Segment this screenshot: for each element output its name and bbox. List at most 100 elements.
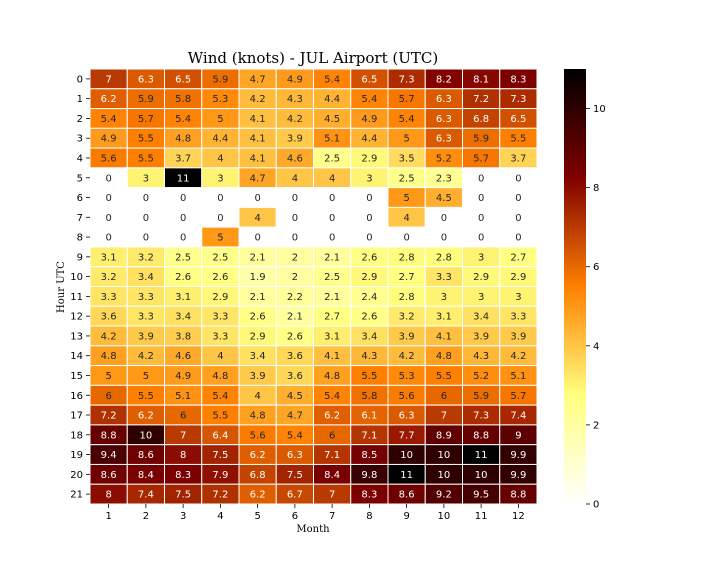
cell-value-label: 3 [515, 292, 521, 303]
cell-value-label: 0 [105, 213, 111, 224]
cell-value-label: 0 [515, 213, 521, 224]
cell-value-label: 4.1 [250, 134, 266, 145]
cell-value-label: 3.2 [399, 312, 415, 323]
cell-value-label: 3.4 [250, 351, 266, 362]
cell-value-label: 3.4 [138, 272, 154, 283]
colorbar-tick-label: 2 [593, 420, 599, 431]
cell-value-label: 5.1 [324, 134, 340, 145]
cell-value-label: 0 [292, 213, 298, 224]
y-tick-label: 14 [70, 351, 83, 362]
cell-value-label: 2.1 [324, 292, 340, 303]
cell-value-label: 3.9 [138, 331, 154, 342]
cell-value-label: 6 [329, 430, 335, 441]
cell-value-label: 3.9 [250, 371, 266, 382]
cell-value-label: 5.2 [473, 371, 489, 382]
cell-value-label: 2.5 [175, 252, 191, 263]
cell-value-label: 4.2 [287, 114, 303, 125]
cell-value-label: 5.5 [138, 134, 154, 145]
colorbar-tick-label: 0 [593, 500, 599, 511]
cell-value-label: 5.4 [287, 430, 303, 441]
cell-value-label: 0 [329, 213, 335, 224]
cell-value-label: 0 [105, 193, 111, 204]
cell-value-label: 3.4 [361, 331, 377, 342]
cell-value-label: 0 [254, 193, 260, 204]
cell-value-label: 2.8 [399, 292, 415, 303]
cell-value-label: 5.8 [175, 94, 191, 105]
cell-value-label: 4.8 [250, 411, 266, 422]
cell-value-label: 5.1 [175, 391, 191, 402]
cell-value-label: 11 [475, 450, 488, 461]
cell-value-label: 0 [292, 233, 298, 244]
cell-value-label: 3.9 [473, 331, 489, 342]
cell-value-label: 3.3 [212, 331, 228, 342]
cell-value-label: 5.5 [212, 411, 228, 422]
cell-value-label: 5.1 [510, 371, 526, 382]
cell-value-label: 7.1 [361, 430, 377, 441]
cell-value-label: 10 [140, 430, 153, 441]
cell-value-label: 2.5 [212, 252, 228, 263]
cell-value-label: 7.7 [399, 430, 415, 441]
cell-value-label: 2.9 [250, 331, 266, 342]
cell-value-label: 0 [478, 213, 484, 224]
cell-value-label: 6.7 [287, 490, 303, 501]
cell-value-label: 6.5 [361, 74, 377, 85]
cell-value-label: 5.2 [436, 153, 452, 164]
y-tick-label: 17 [70, 411, 83, 422]
cell-value-label: 9.5 [473, 490, 489, 501]
y-tick-label: 21 [70, 490, 83, 501]
cell-value-label: 4.6 [287, 153, 303, 164]
cell-value-label: 8.2 [436, 74, 452, 85]
cell-value-label: 6.1 [361, 411, 377, 422]
cell-value-label: 3.6 [101, 312, 117, 323]
cell-value-label: 2.6 [287, 331, 303, 342]
cell-value-label: 6.4 [212, 430, 228, 441]
cell-value-label: 5 [403, 193, 409, 204]
cell-value-label: 4.8 [324, 371, 340, 382]
cell-value-label: 5.6 [250, 430, 266, 441]
y-tick-label: 7 [77, 213, 83, 224]
y-tick-label: 10 [70, 272, 83, 283]
cell-value-label: 8.9 [436, 430, 452, 441]
cell-value-label: 2.5 [324, 272, 340, 283]
cell-value-label: 7 [441, 411, 447, 422]
cell-value-label: 2 [292, 272, 298, 283]
cell-value-label: 0 [329, 193, 335, 204]
cell-value-label: 8.5 [361, 450, 377, 461]
cell-value-label: 11 [400, 470, 413, 481]
cell-value-label: 4.3 [473, 351, 489, 362]
colorbar-tick-label: 6 [593, 262, 599, 273]
y-tick-label: 16 [70, 391, 83, 402]
cell-value-label: 4 [254, 391, 260, 402]
colorbar-tick-label: 4 [593, 341, 599, 352]
cell-value-label: 0 [217, 193, 223, 204]
cell-value-label: 3 [478, 292, 484, 303]
cell-value-label: 9.9 [510, 470, 526, 481]
cell-value-label: 6.2 [101, 94, 117, 105]
cell-value-label: 2.8 [436, 252, 452, 263]
cell-value-label: 0 [441, 233, 447, 244]
cell-value-label: 3 [217, 173, 223, 184]
cell-value-label: 6.3 [436, 134, 452, 145]
cell-value-label: 4.4 [361, 134, 377, 145]
x-tick-label: 7 [329, 511, 335, 522]
cell-value-label: 7.2 [212, 490, 228, 501]
cell-value-label: 2.3 [436, 173, 452, 184]
cell-value-label: 4 [329, 173, 335, 184]
cell-value-label: 5.5 [510, 134, 526, 145]
cell-value-label: 8.6 [399, 490, 415, 501]
cell-value-label: 0 [366, 233, 372, 244]
cell-value-label: 5.5 [138, 153, 154, 164]
y-tick-label: 12 [70, 312, 83, 323]
cell-value-label: 0 [478, 233, 484, 244]
cell-value-label: 3.6 [287, 351, 303, 362]
cell-value-label: 8.1 [473, 74, 489, 85]
x-tick-label: 4 [217, 511, 223, 522]
cell-value-label: 10 [438, 470, 451, 481]
y-tick-label: 20 [70, 470, 83, 481]
cell-value-label: 2.7 [399, 272, 415, 283]
y-tick-label: 5 [77, 173, 83, 184]
cell-value-label: 5.9 [473, 134, 489, 145]
cell-value-label: 6.3 [138, 74, 154, 85]
cell-value-label: 0 [254, 233, 260, 244]
